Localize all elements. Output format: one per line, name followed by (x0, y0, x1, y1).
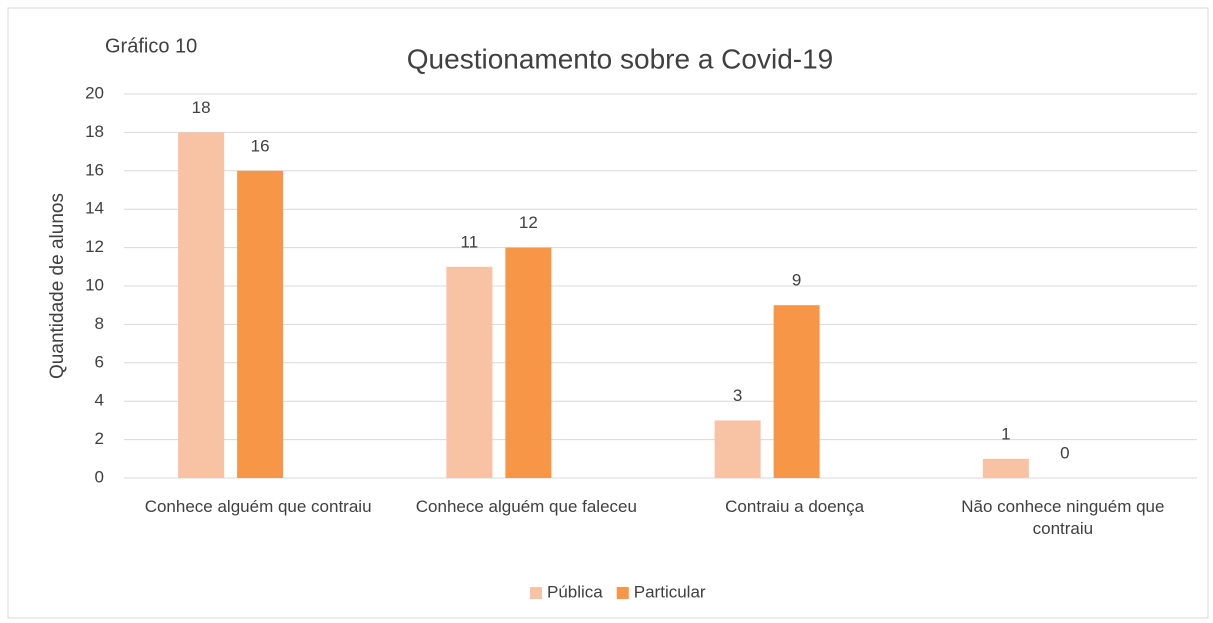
x-tick-label: Contraiu a doença (725, 497, 865, 516)
chart-title: Questionamento sobre a Covid-19 (407, 43, 833, 74)
legend-label: Pública (547, 582, 603, 601)
legend-label: Particular (634, 582, 706, 601)
x-tick-label: Conhece alguém que contraiu (144, 497, 372, 516)
bar (773, 305, 820, 478)
y-tick-label: 6 (95, 352, 104, 371)
data-label: 18 (192, 98, 211, 117)
x-tick-label: Conhece alguém que faleceu (415, 497, 637, 516)
bar (178, 132, 225, 478)
y-tick-label: 0 (95, 467, 104, 486)
x-tick-label: Não conhece ninguém que contraiu (961, 497, 1165, 538)
chart-border (7, 7, 1209, 619)
annotation: Gráfico 10 (105, 35, 197, 57)
data-label: 16 (251, 136, 270, 155)
data-label: 9 (792, 271, 801, 290)
y-tick-label: 8 (95, 314, 104, 333)
y-tick-label: 14 (85, 199, 104, 218)
bar (505, 247, 552, 478)
y-tick-label: 2 (95, 429, 104, 448)
data-label: 3 (733, 386, 742, 405)
data-label: 12 (519, 213, 538, 232)
data-label: 1 (1001, 424, 1010, 443)
y-tick-label: 20 (85, 83, 104, 102)
bar (237, 170, 284, 479)
y-tick-label: 16 (85, 160, 104, 179)
legend-swatch (616, 587, 629, 599)
y-tick-label: 10 (85, 275, 104, 294)
bar (714, 420, 761, 478)
data-label: 0 (1060, 443, 1069, 462)
y-tick-label: 18 (85, 122, 104, 141)
bar (982, 458, 1029, 478)
bar (446, 266, 493, 478)
y-tick-label: 12 (85, 237, 104, 256)
y-axis-label: Quantidade de alunos (47, 193, 68, 379)
data-label: 11 (461, 232, 479, 251)
legend-swatch (530, 587, 542, 599)
y-tick-label: 4 (95, 391, 104, 410)
